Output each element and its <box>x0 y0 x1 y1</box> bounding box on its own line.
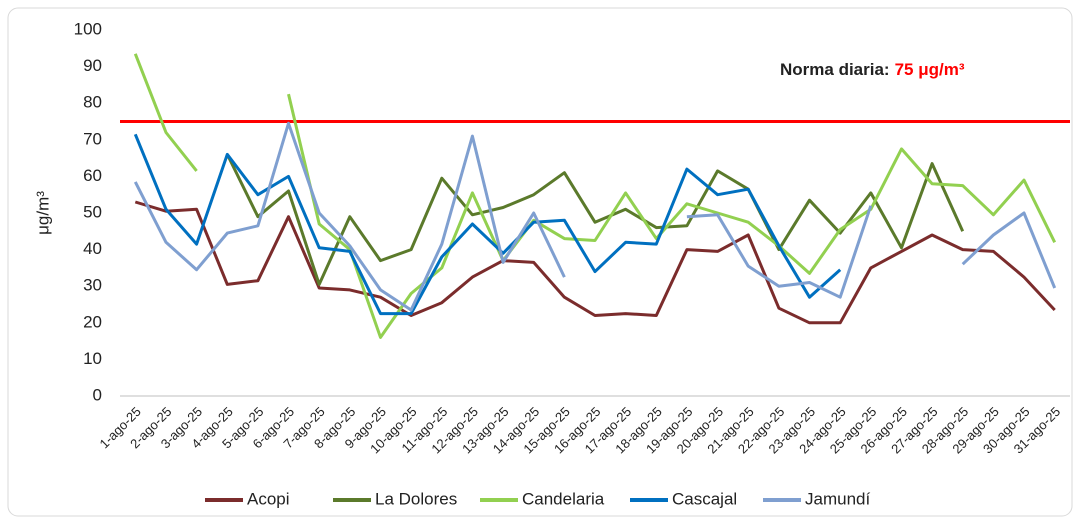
annotation-label: Norma diaria: <box>780 60 890 79</box>
y-tick-label: 20 <box>83 312 102 331</box>
y-tick-label: 50 <box>83 202 102 221</box>
series-line <box>134 200 1056 325</box>
legend-label: Cascajal <box>672 489 737 508</box>
legend-label: Jamundí <box>805 489 870 508</box>
y-tick-label: 0 <box>93 385 102 404</box>
legend-label: Acopi <box>247 489 290 508</box>
series-line <box>133 133 842 316</box>
annotation-value: 75 μg/m³ <box>895 60 965 79</box>
y-tick-label: 90 <box>83 56 102 75</box>
y-tick-label: 70 <box>83 129 102 148</box>
chart-frame <box>7 7 1073 517</box>
annotation: Norma diaria: 75 μg/m³ <box>780 60 965 79</box>
legend-label: Candelaria <box>522 489 605 508</box>
series-line <box>133 121 1057 312</box>
y-tick-label: 80 <box>83 93 102 112</box>
series-line <box>225 153 965 286</box>
y-tick-label: 10 <box>83 349 102 368</box>
series-line <box>133 53 1057 339</box>
y-axis-label: μg/m³ <box>33 191 52 235</box>
y-tick-label: 100 <box>74 19 102 38</box>
y-tick-label: 60 <box>83 166 102 185</box>
y-tick-label: 40 <box>83 239 102 258</box>
y-tick-label: 30 <box>83 276 102 295</box>
legend-label: La Dolores <box>375 489 457 508</box>
